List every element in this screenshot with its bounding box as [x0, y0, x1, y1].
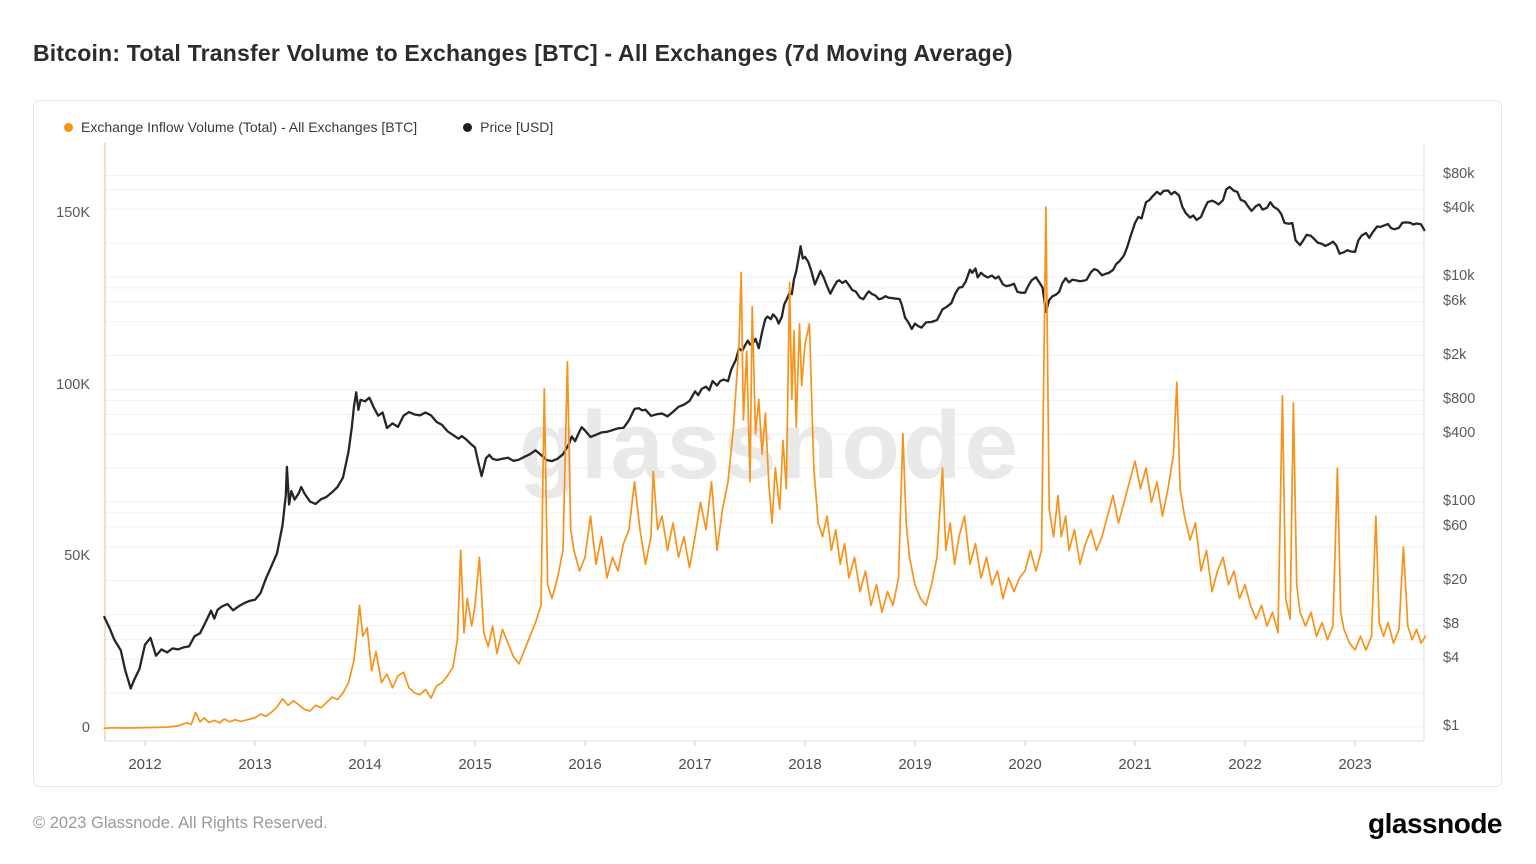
legend-item-inflow[interactable]: Exchange Inflow Volume (Total) - All Exc… — [64, 119, 417, 135]
legend-item-price[interactable]: Price [USD] — [463, 119, 553, 135]
legend-dot-inflow-icon — [64, 122, 73, 132]
copyright-text: © 2023 Glassnode. All Rights Reserved. — [33, 814, 328, 832]
legend-label-price: Price [USD] — [480, 119, 554, 135]
page-title: Bitcoin: Total Transfer Volume to Exchan… — [33, 40, 1013, 66]
legend-dot-price-icon — [463, 122, 473, 132]
legend: Exchange Inflow Volume (Total) - All Exc… — [64, 119, 599, 135]
price-line — [103, 185, 1426, 690]
glassnode-logo[interactable]: glassnode — [1368, 808, 1502, 839]
watermark: glassnode — [519, 392, 1021, 499]
legend-label-inflow: Exchange Inflow Volume (Total) - All Exc… — [81, 119, 418, 135]
volume-line — [103, 206, 1427, 730]
